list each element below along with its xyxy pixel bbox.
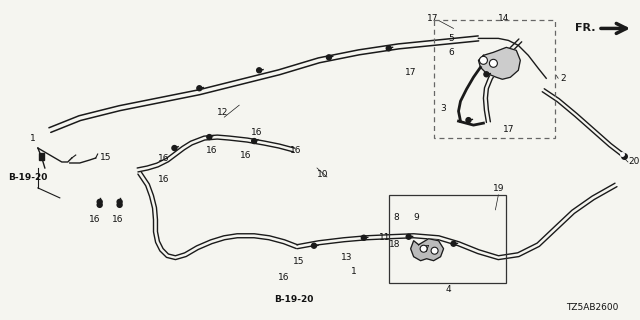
Bar xyxy=(433,20,555,138)
Text: 16: 16 xyxy=(112,215,124,224)
Circle shape xyxy=(362,235,366,240)
Text: 16: 16 xyxy=(252,128,263,137)
Text: 11: 11 xyxy=(380,233,391,242)
Text: 4: 4 xyxy=(445,285,451,294)
Circle shape xyxy=(406,234,411,239)
Text: B-19-20: B-19-20 xyxy=(8,173,47,182)
Circle shape xyxy=(466,118,471,123)
Text: TZ5AB2600: TZ5AB2600 xyxy=(566,302,618,311)
Text: 15: 15 xyxy=(292,257,304,266)
Circle shape xyxy=(387,46,391,51)
Circle shape xyxy=(490,59,497,67)
Text: 16: 16 xyxy=(289,146,301,155)
Text: 16: 16 xyxy=(158,175,170,184)
Circle shape xyxy=(257,68,262,73)
Circle shape xyxy=(312,243,316,248)
Text: 14: 14 xyxy=(499,14,509,23)
Circle shape xyxy=(117,202,122,207)
Text: 17: 17 xyxy=(427,14,438,23)
Circle shape xyxy=(207,135,212,140)
Text: 5: 5 xyxy=(449,34,454,43)
Circle shape xyxy=(197,86,202,91)
Text: 17: 17 xyxy=(405,68,417,77)
Polygon shape xyxy=(479,47,520,79)
Text: 16: 16 xyxy=(158,154,170,163)
Bar xyxy=(388,195,506,283)
Text: 1: 1 xyxy=(351,267,356,276)
Text: 1: 1 xyxy=(30,133,36,143)
Text: 19: 19 xyxy=(493,184,504,193)
Circle shape xyxy=(97,199,102,204)
Text: 2: 2 xyxy=(560,74,566,83)
Circle shape xyxy=(252,139,257,144)
Circle shape xyxy=(479,56,488,64)
Text: 3: 3 xyxy=(440,104,446,113)
Circle shape xyxy=(451,241,456,246)
Circle shape xyxy=(484,72,489,77)
Text: 15: 15 xyxy=(100,153,111,162)
Text: 16: 16 xyxy=(206,146,218,155)
Polygon shape xyxy=(411,239,444,261)
Text: 18: 18 xyxy=(388,240,400,249)
Text: 8: 8 xyxy=(393,213,399,222)
Text: 16: 16 xyxy=(278,273,289,282)
Text: 13: 13 xyxy=(341,253,353,262)
Text: 16: 16 xyxy=(89,215,100,224)
Text: 9: 9 xyxy=(413,213,419,222)
Circle shape xyxy=(172,146,177,150)
Text: 7: 7 xyxy=(423,245,429,254)
Circle shape xyxy=(431,247,438,254)
Circle shape xyxy=(420,245,427,252)
Text: 20: 20 xyxy=(628,157,639,166)
Text: 12: 12 xyxy=(218,108,228,117)
Text: B-19-20: B-19-20 xyxy=(275,295,314,304)
Text: 17: 17 xyxy=(502,125,514,134)
Bar xyxy=(39,153,44,160)
Text: 16: 16 xyxy=(240,150,251,159)
Circle shape xyxy=(97,202,102,207)
Circle shape xyxy=(326,55,332,60)
Text: FR.: FR. xyxy=(575,23,595,33)
Text: 10: 10 xyxy=(317,171,329,180)
Circle shape xyxy=(117,199,122,204)
Text: 6: 6 xyxy=(449,48,454,57)
